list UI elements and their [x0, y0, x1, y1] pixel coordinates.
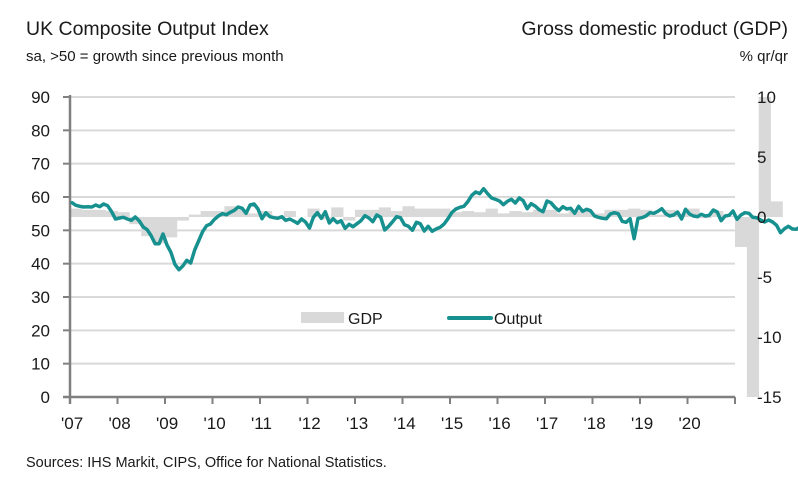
source-note: Sources: IHS Markit, CIPS, Office for Na… [26, 455, 387, 471]
right-tick-label: -10 [757, 328, 782, 347]
legend-swatch-gdp [301, 312, 344, 323]
gdp-bar [450, 212, 463, 217]
gdp-bar [592, 213, 605, 217]
gdp-bar [521, 212, 534, 217]
legend-label-output: Output [494, 311, 543, 328]
x-tick-label: '09 [156, 414, 178, 433]
x-tick-label: '12 [299, 414, 321, 433]
right-tick-label: -15 [757, 388, 782, 407]
gdp-bar [93, 209, 106, 217]
output-line-group [70, 186, 798, 272]
x-tick-label: '13 [346, 414, 368, 433]
gdp-bar [165, 217, 178, 238]
right-tick-label: -5 [757, 268, 772, 287]
gdp-bar [533, 209, 546, 217]
gdp-bar [331, 207, 344, 217]
x-tick-label: '10 [204, 414, 226, 433]
left-tick-label: 60 [31, 188, 50, 207]
gdp-bar [129, 217, 142, 225]
gdp-bar [426, 208, 439, 217]
gdp-bar [556, 213, 570, 217]
gdp-bar [236, 209, 249, 217]
gdp-bar [580, 211, 593, 217]
left-tick-label: 40 [31, 255, 50, 274]
left-axis-title: UK Composite Output Index [26, 18, 269, 40]
left-axis-subtitle: sa, >50 = growth since previous month [26, 48, 284, 65]
gdp-bar [735, 217, 748, 247]
left-tick-label: 70 [31, 155, 50, 174]
gdp-bars [70, 97, 783, 397]
gdp-bar [651, 214, 665, 217]
left-tick-label: 0 [41, 388, 50, 407]
gdp-bar [545, 209, 558, 217]
gdp-bar [473, 212, 486, 217]
gdp-bar [176, 217, 190, 221]
gdp-bar [746, 217, 760, 397]
gdp-bar [687, 208, 700, 217]
x-tick-label: '20 [679, 414, 701, 433]
tick-labels: 0 10 20 30 40 50 60 70 80 90 -15 -10 -5 0 5 10 '07 '08 '09… [31, 88, 782, 433]
gdp-bar [758, 97, 771, 217]
x-tick-label: '07 [61, 414, 83, 433]
gdp-bar [509, 211, 522, 217]
left-tick-label: 10 [31, 355, 50, 374]
gdp-bar [117, 212, 130, 217]
gridlines [70, 96, 735, 365]
right-tick-label: 5 [757, 148, 766, 167]
gdp-bar [283, 211, 296, 217]
legend: GDP Output [301, 311, 543, 328]
gdp-bar [663, 209, 676, 217]
x-tick-label: '14 [394, 414, 416, 433]
axes [63, 95, 736, 404]
gdp-bar [70, 208, 83, 217]
legend-label-gdp: GDP [348, 311, 383, 328]
x-tick-label: '18 [584, 414, 606, 433]
gdp-bar [461, 211, 475, 217]
left-tick-label: 20 [31, 321, 50, 340]
x-tick-label: '19 [631, 414, 653, 433]
gdp-bar [628, 208, 641, 217]
right-tick-label: 0 [757, 208, 766, 227]
left-tick-label: 50 [31, 221, 50, 240]
gdp-bar [497, 213, 510, 217]
gdp-bar [200, 211, 213, 217]
gdp-bar [319, 217, 332, 220]
gdp-bar [770, 201, 783, 217]
output-line [70, 186, 798, 272]
x-tick-label: '15 [441, 414, 463, 433]
gdp-bar [248, 213, 261, 217]
gdp-bar [414, 208, 427, 217]
left-tick-label: 30 [31, 288, 50, 307]
x-tick-label: '17 [536, 414, 558, 433]
gdp-bar [390, 211, 403, 217]
right-axis-title: Gross domestic product (GDP) [521, 18, 788, 40]
gdp-bar [343, 217, 356, 221]
x-tick-label: '16 [489, 414, 511, 433]
gdp-bar [485, 208, 498, 217]
right-axis-subtitle: % qr/qr [739, 48, 788, 65]
gdp-bar [616, 209, 629, 217]
right-tick-label: 10 [757, 88, 776, 107]
gdp-bar [402, 206, 415, 217]
gdp-bar [81, 209, 95, 217]
gdp-bar [188, 214, 201, 217]
gdp-bar [438, 208, 451, 217]
left-tick-label: 90 [31, 88, 50, 107]
x-tick-label: '08 [109, 414, 131, 433]
gdp-bar [355, 209, 368, 217]
gdp-bar [640, 209, 653, 217]
x-tick-label: '11 [251, 414, 272, 433]
gdp-bar [366, 209, 380, 217]
gdp-bar [307, 208, 320, 217]
left-tick-label: 80 [31, 121, 50, 140]
gdp-bar [378, 207, 391, 217]
